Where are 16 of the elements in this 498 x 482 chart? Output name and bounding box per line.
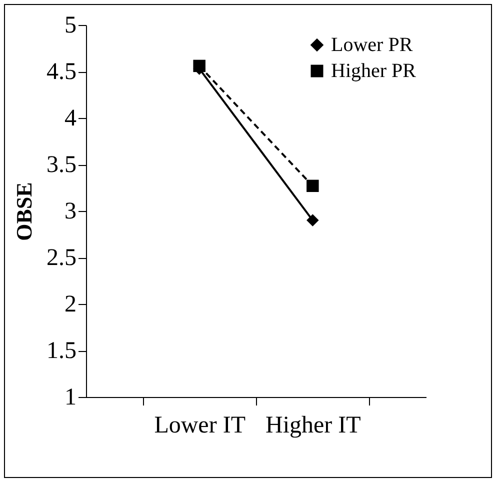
point [306,214,319,226]
y-tick-label: 1.5 [46,338,76,364]
y-tick-label: 3.5 [46,152,76,178]
y-axis-title: OBSE [12,182,36,241]
y-tick-label: 4 [64,106,76,132]
legend-label: Lower PR [331,34,414,56]
legend-label: Higher PR [331,60,417,82]
point [306,180,319,192]
y-tick-label: 2.5 [46,245,76,271]
y-tick-label: 1 [64,384,76,410]
y-tick-label: 3 [64,198,76,224]
x-tick-label: Higher IT [266,412,362,438]
x-tick-label: Lower IT [154,412,246,438]
y-tick-label: 2 [64,292,76,318]
y-tick-label: 5 [64,12,76,38]
y-tick-label: 4.5 [46,59,76,85]
